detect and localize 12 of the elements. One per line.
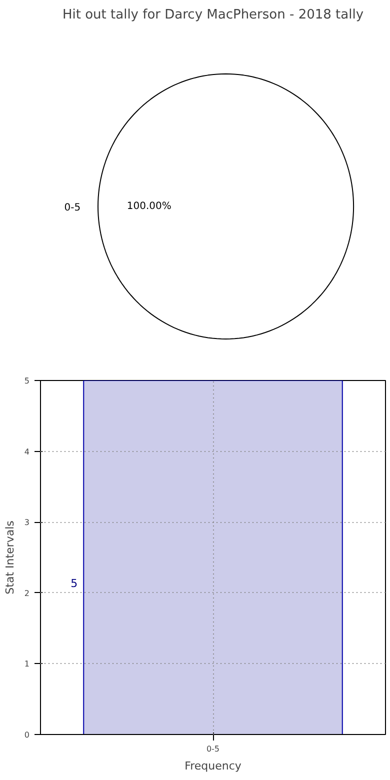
- y-tick-label: 2: [24, 588, 30, 598]
- y-tick-label: 4: [24, 447, 30, 456]
- y-tick-label: 0: [24, 730, 30, 740]
- chart-title: Hit out tally for Darcy MacPherson - 2018 tally: [62, 8, 364, 22]
- data-label: 100.00%: [126, 200, 172, 212]
- data-label: 5: [70, 576, 78, 590]
- y-tick-label: 3: [24, 518, 30, 528]
- y-tick-label: 5: [24, 376, 30, 386]
- x-axis-title: Frequency: [184, 760, 242, 772]
- y-axis-title: Stat Intervals: [3, 520, 16, 594]
- y-tick-label: 1: [24, 660, 30, 669]
- slice-label: 0-5: [64, 202, 81, 214]
